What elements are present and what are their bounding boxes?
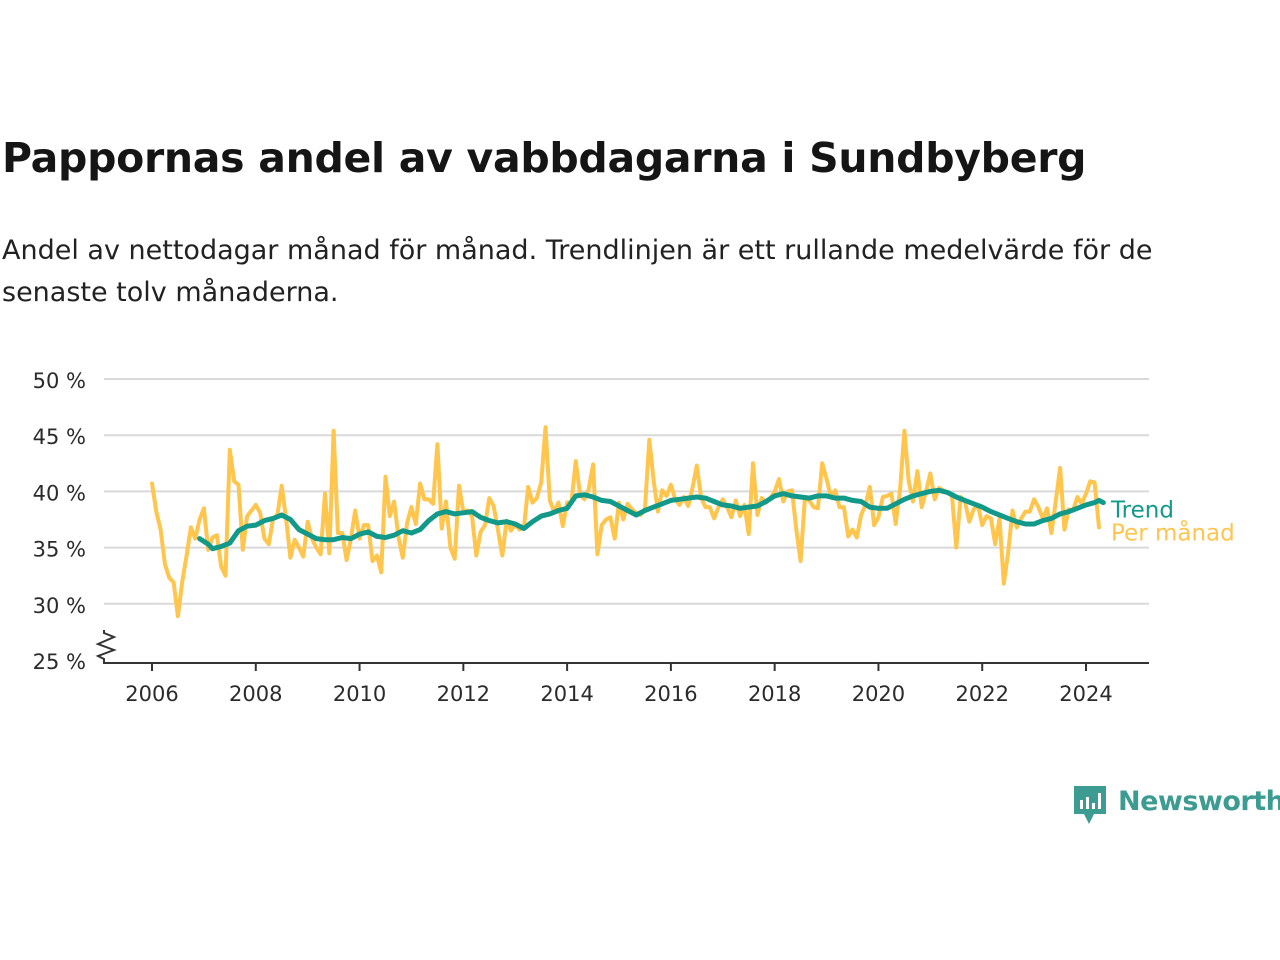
x-tick-label: 2018 — [748, 682, 801, 706]
line-chart: 25 % 30 % 35 % 40 % 45 % 50 % 2006 2008 2010 201… — [33, 369, 1235, 706]
x-axis: 2006 2008 2010 2012 2014 2016 2018 2020 2022 2024 — [95, 630, 1149, 706]
legend-label-monthly: Per månad — [1111, 519, 1235, 547]
newsworthy-logo: Newsworthy — [1072, 784, 1280, 828]
x-tick-label: 2008 — [229, 682, 282, 706]
legend-label-trend: Trend — [1110, 498, 1174, 524]
y-tick-label: 50 % — [33, 369, 86, 393]
chart-subtitle: Andel av nettodagar månad för månad. Tre… — [2, 235, 1153, 308]
y-tick-label: 25 % — [33, 650, 86, 674]
newsworthy-logo-icon — [1074, 786, 1106, 824]
x-tick-label: 2022 — [955, 682, 1008, 706]
y-tick-label: 45 % — [33, 425, 86, 449]
y-tick-label: 40 % — [33, 481, 86, 505]
trend-line — [197, 487, 1106, 552]
axis-break-symbol — [95, 630, 117, 664]
x-tick-label: 2010 — [333, 682, 386, 706]
chart-title: Pappornas andel av vabbdagarna i Sundbyb… — [2, 134, 1087, 182]
x-tick-label: 2014 — [540, 682, 593, 706]
y-axis-tick-labels: 25 % 30 % 35 % 40 % 45 % 50 % — [33, 369, 86, 674]
x-tick-label: 2016 — [644, 682, 697, 706]
series-lines — [150, 425, 1106, 619]
y-tick-label: 35 % — [33, 538, 86, 562]
y-tick-label: 30 % — [33, 594, 86, 618]
newsworthy-brand-name: Newsworthy — [1118, 786, 1280, 817]
x-tick-label: 2006 — [125, 682, 178, 706]
x-tick-label: 2024 — [1059, 682, 1112, 706]
y-gridlines — [104, 378, 1149, 605]
x-tick-label: 2020 — [852, 682, 905, 706]
x-tick-label: 2012 — [437, 682, 490, 706]
